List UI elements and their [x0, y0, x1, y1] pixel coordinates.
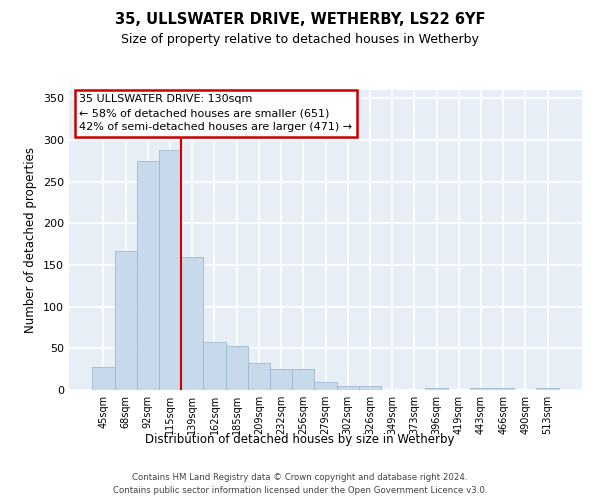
Text: Size of property relative to detached houses in Wetherby: Size of property relative to detached ho…	[121, 32, 479, 46]
Text: 35 ULLSWATER DRIVE: 130sqm
← 58% of detached houses are smaller (651)
42% of sem: 35 ULLSWATER DRIVE: 130sqm ← 58% of deta…	[79, 94, 352, 132]
Bar	[536, 388, 559, 390]
Bar	[137, 161, 159, 390]
Bar	[270, 369, 292, 390]
Bar	[92, 366, 115, 390]
Bar	[159, 150, 181, 390]
Bar	[203, 342, 226, 390]
Bar	[292, 369, 314, 390]
Bar	[248, 362, 270, 390]
Text: Contains HM Land Registry data © Crown copyright and database right 2024.: Contains HM Land Registry data © Crown c…	[132, 472, 468, 482]
Text: Distribution of detached houses by size in Wetherby: Distribution of detached houses by size …	[145, 432, 455, 446]
Bar	[337, 386, 359, 390]
Bar	[425, 388, 448, 390]
Text: Contains public sector information licensed under the Open Government Licence v3: Contains public sector information licen…	[113, 486, 487, 495]
Bar	[359, 386, 381, 390]
Bar	[115, 251, 137, 390]
Bar	[314, 382, 337, 390]
Bar	[492, 388, 514, 390]
Y-axis label: Number of detached properties: Number of detached properties	[25, 147, 37, 333]
Bar	[226, 346, 248, 390]
Text: 35, ULLSWATER DRIVE, WETHERBY, LS22 6YF: 35, ULLSWATER DRIVE, WETHERBY, LS22 6YF	[115, 12, 485, 28]
Bar	[470, 388, 492, 390]
Bar	[181, 256, 203, 390]
